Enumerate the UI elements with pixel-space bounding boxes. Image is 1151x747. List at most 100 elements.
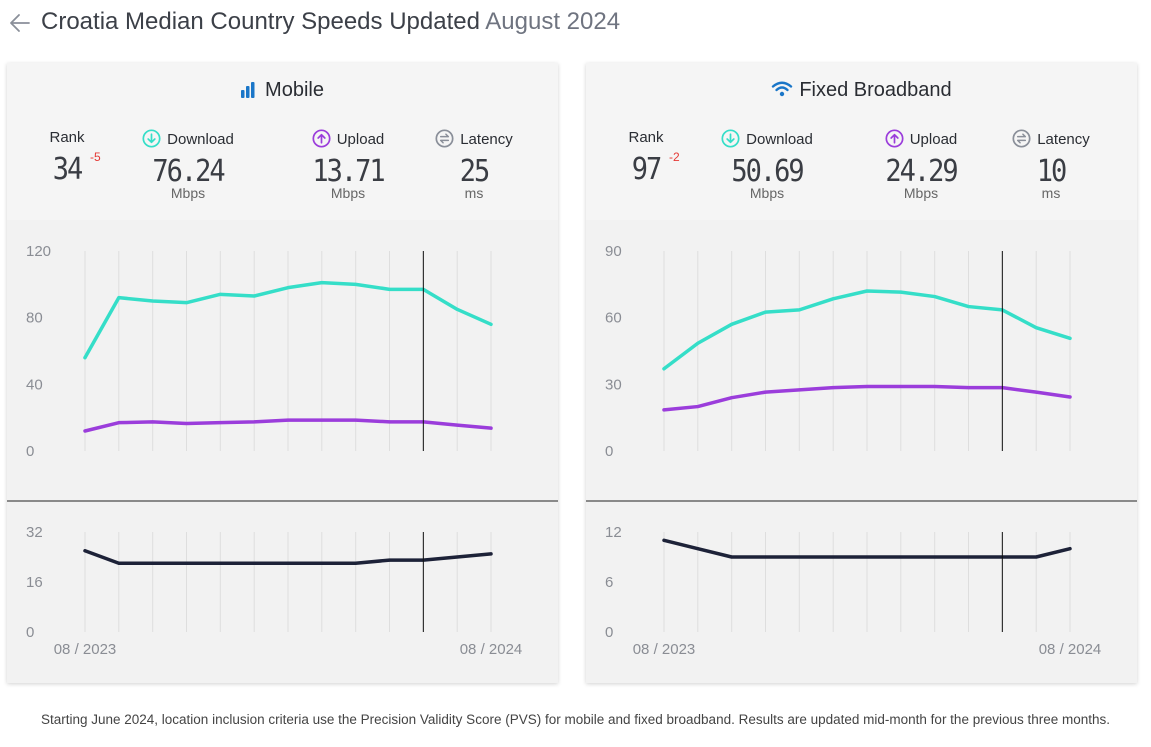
x-tick-label: 08 / 2024 — [1039, 641, 1102, 658]
upload-point — [388, 420, 391, 424]
latency-unit: ms — [464, 185, 484, 201]
upload-point — [185, 422, 188, 425]
upload-point — [252, 420, 256, 424]
x-tick-label: 08 / 2023 — [54, 641, 117, 658]
download-arrow-icon — [142, 129, 161, 148]
latency-point — [797, 555, 801, 559]
download-point — [286, 286, 290, 290]
download-unit: Mbps — [170, 185, 206, 201]
download-value: 76.24 — [152, 154, 225, 189]
download-point — [83, 356, 87, 360]
mobile-plot-area[interactable]: 0 40 80 120 0 16 32 08 / 2023 08 / 2024 — [7, 220, 558, 683]
latency-point — [865, 555, 869, 559]
footer-note: Starting June 2024, location inclusion c… — [40, 712, 1111, 727]
back-arrow-icon[interactable] — [8, 11, 32, 35]
download-point — [354, 282, 358, 286]
y-tick-label: 60 — [605, 310, 622, 327]
latency-point — [151, 561, 155, 565]
fixed-upload: Upload 24.29 Mbps — [856, 129, 986, 201]
mobile-chart-svg[interactable]: 0 40 80 120 0 16 32 08 / 2023 08 / 2024 — [7, 220, 558, 683]
title-period: August 2024 — [485, 8, 621, 35]
rank-value: 97 — [631, 152, 663, 187]
upload-point — [797, 388, 801, 392]
upload-point — [117, 421, 121, 425]
mobile-rank: Rank 34 — [2, 129, 132, 187]
y-tick-label: 0 — [26, 443, 34, 460]
download-point — [797, 308, 801, 312]
y-tick-label: 90 — [605, 243, 622, 260]
upload-label: Upload — [336, 131, 385, 148]
wifi-icon — [772, 81, 793, 97]
fixed-plot-area[interactable]: 0 30 60 90 0 6 12 08 / 2023 08 / 2024 — [586, 220, 1137, 683]
fixed-chart-svg[interactable]: 0 30 60 90 0 6 12 08 / 2023 08 / 2024 — [586, 220, 1137, 683]
latency-point — [831, 555, 835, 559]
upload-point — [764, 390, 767, 394]
latency-point — [933, 555, 937, 559]
download-value: 50.69 — [731, 154, 804, 189]
mobile-card-title: Mobile — [7, 79, 558, 102]
fixed-card: Fixed Broadband Rank 97 -2 Download 50.6… — [586, 63, 1137, 683]
upload-point — [286, 418, 290, 422]
y-tick-label: 32 — [26, 524, 43, 541]
mobile-upload: Upload 13.71 Mbps — [283, 129, 413, 201]
mobile-download: Download 76.24 Mbps — [123, 129, 253, 201]
mobile-title-label: Mobile — [265, 79, 324, 101]
rank-delta: -5 — [90, 150, 101, 164]
fixed-card-title: Fixed Broadband — [586, 79, 1137, 102]
y-tick-label: 30 — [605, 376, 622, 393]
fixed-rank: Rank 97 — [581, 129, 711, 187]
fixed-title-label: Fixed Broadband — [799, 79, 952, 101]
latency-value: 10 — [1036, 154, 1068, 189]
download-point — [185, 301, 188, 305]
download-point — [865, 289, 869, 293]
latency-point — [662, 538, 666, 542]
download-point — [831, 297, 835, 301]
latency-point — [1034, 555, 1038, 559]
mobile-card: Mobile Rank 34 -5 Download 76.24 Mbps Up… — [7, 63, 558, 683]
mobile-stats: Mobile Rank 34 -5 Download 76.24 Mbps Up… — [7, 63, 558, 220]
latency-point — [764, 555, 767, 559]
y-tick-label: 0 — [605, 443, 613, 460]
upload-point — [662, 408, 666, 412]
fixed-stats: Fixed Broadband Rank 97 -2 Download 50.6… — [586, 63, 1137, 220]
latency-point — [320, 561, 324, 565]
download-point — [489, 322, 493, 326]
latency-point — [252, 561, 256, 565]
upload-arrow-icon — [885, 129, 904, 148]
fixed-download: Download 50.69 Mbps — [702, 129, 832, 201]
page-title: Croatia Median Country Speeds Updated Au… — [41, 8, 620, 36]
x-tick-label: 08 / 2024 — [460, 641, 523, 658]
upload-unit: Mbps — [330, 185, 366, 201]
rank-value: 34 — [52, 152, 84, 187]
latency-point — [730, 555, 734, 559]
latency-point — [117, 561, 121, 565]
download-point — [1068, 336, 1072, 340]
latency-point — [1068, 547, 1072, 551]
download-label: Download — [167, 131, 234, 148]
latency-point — [83, 549, 87, 553]
latency-value: 25 — [459, 154, 491, 189]
download-point — [388, 287, 391, 291]
latency-point — [286, 561, 290, 565]
y-tick-label: 80 — [26, 310, 43, 327]
y-tick-label: 6 — [605, 574, 613, 591]
upload-point — [320, 418, 324, 422]
download-point — [764, 310, 767, 314]
upload-point — [489, 426, 493, 430]
y-tick-label: 0 — [26, 624, 34, 641]
upload-point — [1068, 395, 1072, 399]
latency-label: Latency — [460, 131, 513, 148]
latency-point — [489, 552, 493, 556]
upload-point — [899, 385, 903, 389]
y-tick-label: 40 — [26, 376, 43, 393]
latency-label: Latency — [1037, 131, 1090, 148]
y-tick-label: 12 — [605, 524, 622, 541]
latency-point — [455, 555, 459, 559]
upload-point — [218, 421, 222, 425]
mobile-latency: Latency 25 ms — [409, 129, 539, 201]
upload-point — [1034, 390, 1038, 394]
rank-delta: -2 — [669, 150, 680, 164]
rank-label: Rank — [628, 129, 664, 146]
upload-point — [865, 385, 869, 389]
latency-point — [185, 561, 188, 565]
